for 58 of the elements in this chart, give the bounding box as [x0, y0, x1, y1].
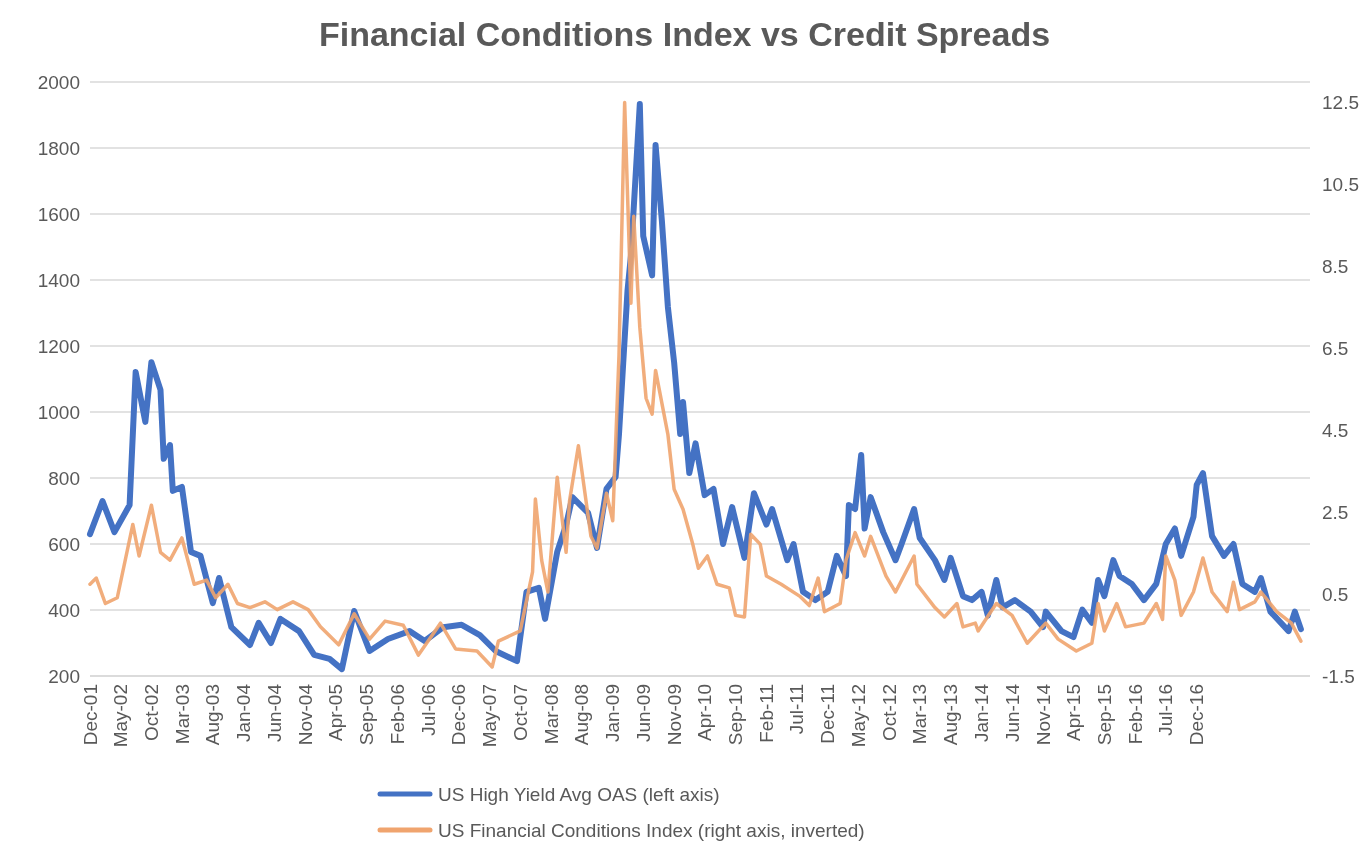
x-tick-label: Feb-11: [756, 684, 778, 743]
y-tick-label: 600: [48, 533, 80, 555]
x-tick-label: Nov-09: [663, 684, 685, 746]
x-tick-label: May-07: [478, 684, 500, 748]
y-tick-label: 200: [48, 665, 80, 687]
y2-tick-label: 2.5: [1322, 501, 1349, 523]
x-tick-label: Oct-12: [878, 684, 900, 742]
y-tick-label: 1000: [37, 401, 80, 423]
x-tick-label: Oct-07: [509, 684, 531, 742]
x-tick-label: Dec-06: [448, 684, 470, 746]
y2-tick-label: 10.5: [1322, 174, 1359, 196]
chart-title: Financial Conditions Index vs Credit Spreads: [318, 15, 1051, 53]
y2-tick-label: 12.5: [1322, 92, 1359, 114]
x-tick-label: Sep-05: [356, 684, 378, 746]
y-tick-label: 400: [48, 599, 80, 621]
y2-tick-label: 0.5: [1322, 583, 1349, 605]
x-tick-label: Aug-03: [202, 684, 224, 746]
x-tick-label: Jan-04: [233, 683, 255, 743]
y-tick-label: 800: [48, 467, 80, 489]
x-tick-label: Oct-02: [141, 684, 163, 742]
y-tick-label: 1800: [37, 137, 80, 159]
x-tick-label: Jan-09: [602, 684, 624, 743]
y-tick-label: 1600: [37, 203, 80, 225]
legend-label: US Financial Conditions Index (right axis, inverted): [438, 819, 865, 841]
y-tick-label: 2000: [37, 71, 80, 93]
x-tick-label: Mar-13: [909, 684, 931, 745]
y-tick-label: 1200: [37, 335, 80, 357]
y2-tick-label: 6.5: [1322, 337, 1349, 359]
x-tick-label: Sep-15: [1094, 684, 1116, 746]
legend-label: US High Yield Avg OAS (left axis): [438, 783, 720, 805]
x-tick-label: Feb-06: [387, 684, 409, 745]
y2-tick-label: 8.5: [1322, 255, 1349, 277]
y-tick-label: 1400: [37, 269, 80, 291]
x-tick-label: May-02: [110, 684, 132, 748]
y2-tick-label: -1.5: [1322, 665, 1355, 687]
x-tick-label: May-12: [848, 684, 870, 748]
x-tick-label: Aug-08: [571, 684, 593, 746]
x-tick-label: Dec-11: [817, 684, 839, 744]
x-tick-label: Aug-13: [940, 684, 962, 746]
x-tick-label: Apr-10: [694, 684, 716, 742]
x-tick-label: Jul-16: [1155, 684, 1177, 736]
x-tick-label: Nov-04: [294, 683, 316, 746]
x-tick-label: Jul-06: [417, 684, 439, 736]
x-tick-label: Mar-08: [540, 684, 562, 745]
x-tick-label: Mar-03: [171, 684, 193, 745]
x-tick-label: Jan-14: [971, 683, 993, 743]
x-tick-label: Apr-05: [325, 684, 347, 742]
x-tick-label: Apr-15: [1063, 684, 1085, 742]
x-tick-label: Jul-11: [786, 684, 808, 735]
x-tick-label: Jun-04: [264, 683, 286, 743]
x-tick-label: Jun-14: [1001, 683, 1023, 743]
x-tick-label: Dec-16: [1186, 684, 1208, 746]
y2-tick-label: 4.5: [1322, 419, 1349, 441]
x-tick-label: Jun-09: [632, 684, 654, 743]
x-tick-label: Feb-16: [1124, 684, 1146, 745]
x-tick-label: Sep-10: [725, 684, 747, 746]
x-tick-label: Dec-01: [79, 684, 101, 746]
x-tick-label: Nov-14: [1032, 683, 1054, 746]
